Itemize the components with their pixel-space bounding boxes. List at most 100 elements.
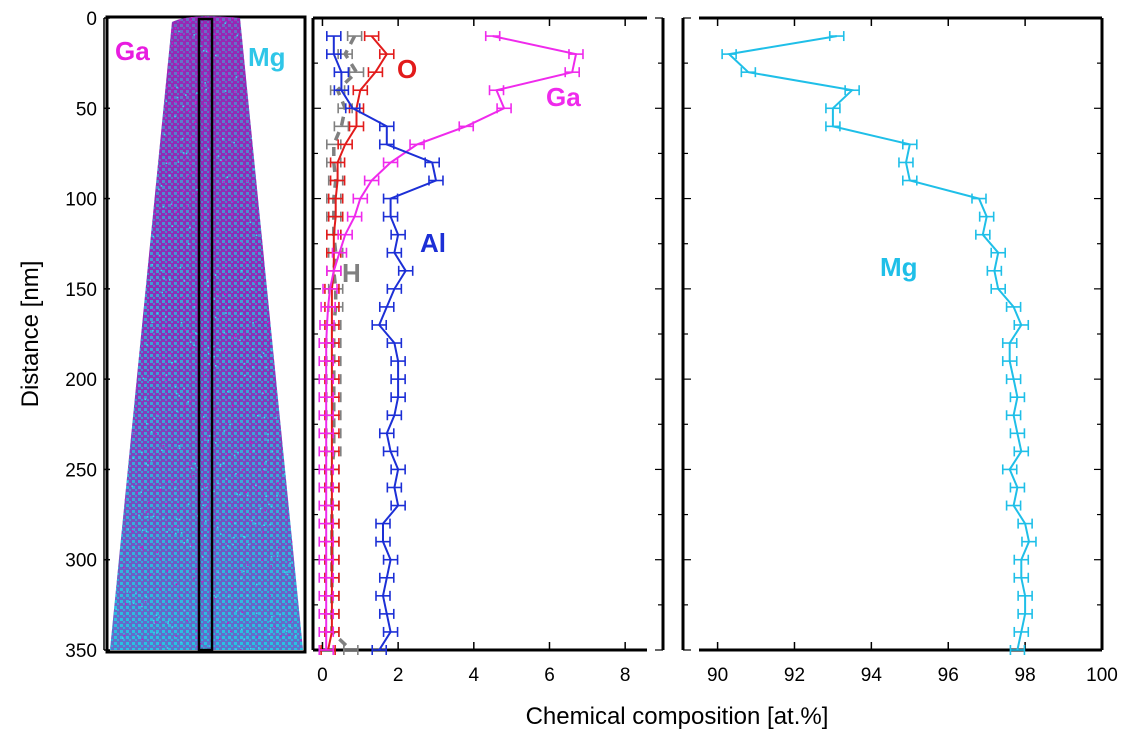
- atom-dot: [217, 155, 220, 157]
- atom-dot: [213, 355, 215, 358]
- atom-dot: [152, 515, 155, 518]
- atom-dot: [296, 649, 299, 650]
- atom-dot: [205, 88, 207, 91]
- atom-dot: [236, 34, 239, 37]
- atom-dot: [267, 433, 269, 435]
- atom-dot: [162, 517, 164, 520]
- atom-dot: [178, 447, 181, 450]
- x-right-tick-label: 98: [1015, 665, 1036, 686]
- atom-dot: [180, 532, 183, 534]
- atom-dot: [189, 226, 191, 229]
- atom-dot: [174, 27, 177, 30]
- atom-dot: [170, 238, 173, 240]
- atom-dot: [152, 235, 155, 238]
- atom-dot: [126, 481, 128, 483]
- atom-dot: [224, 90, 227, 92]
- atom-dot: [184, 303, 186, 306]
- atom-dot: [285, 516, 287, 518]
- atom-dot: [238, 645, 241, 648]
- atom-dot: [227, 545, 229, 547]
- atom-dot: [146, 516, 149, 518]
- atom-dot: [209, 435, 211, 437]
- atom-dot: [191, 347, 194, 349]
- atom-dot: [220, 328, 222, 331]
- atom-dot: [215, 596, 217, 598]
- atom-dot: [262, 392, 264, 394]
- atom-dot: [247, 514, 249, 516]
- atom-dot: [255, 234, 258, 237]
- atom-dot: [219, 229, 221, 232]
- atom-dot: [247, 564, 249, 566]
- atom-dot: [184, 329, 187, 331]
- atom-dot: [217, 482, 219, 485]
- atom-dot: [171, 626, 174, 628]
- atom-dot: [159, 644, 161, 647]
- atom-dot: [171, 30, 173, 32]
- atom-dot: [255, 612, 258, 615]
- atom-dot: [196, 466, 199, 469]
- atom-dot: [171, 204, 174, 206]
- atom-dot: [152, 308, 154, 311]
- atom-dot: [253, 168, 255, 171]
- series-mg: [721, 31, 1037, 655]
- atom-dot: [286, 573, 289, 576]
- atom-dot: [166, 201, 168, 203]
- atom-dot: [267, 439, 269, 441]
- atom-dot: [222, 137, 224, 140]
- x-axis-title: Chemical composition [at.%]: [526, 703, 829, 730]
- atom-dot: [231, 337, 234, 339]
- atom-dot: [135, 655, 137, 657]
- atom-dot: [158, 374, 161, 376]
- atom-dot: [229, 423, 231, 426]
- atom-dot: [147, 464, 149, 466]
- series-label-ga: Ga: [546, 82, 581, 112]
- atom-dot: [273, 625, 276, 628]
- atom-dot: [231, 404, 234, 407]
- atom-dot: [194, 102, 197, 105]
- atom-dot: [194, 462, 196, 465]
- atom-dot: [195, 333, 198, 335]
- atom-dot: [289, 562, 291, 564]
- atom-dot: [177, 529, 179, 531]
- atom-dot: [160, 185, 163, 187]
- series-ga: [318, 31, 584, 655]
- atom-dot: [250, 146, 252, 149]
- atom-dot: [235, 648, 237, 650]
- atom-dot: [271, 450, 274, 453]
- atom-dot: [239, 571, 241, 573]
- atom-dot: [162, 327, 164, 329]
- atom-dot: [195, 171, 198, 173]
- atom-dot: [308, 519, 310, 521]
- atom-dot: [150, 334, 153, 336]
- atom-dot: [237, 71, 239, 74]
- atom-dot: [179, 33, 182, 36]
- atom-dot: [159, 490, 161, 492]
- atom-label-ga: Ga: [115, 36, 150, 66]
- atom-dot: [233, 536, 235, 539]
- atom-dot: [230, 309, 233, 311]
- atom-dot: [171, 225, 174, 227]
- atom-dot: [249, 221, 252, 224]
- atom-dot: [193, 34, 195, 36]
- atom-dot: [225, 73, 227, 75]
- atom-dot: [199, 45, 202, 47]
- atom-dot: [185, 152, 188, 155]
- atom-dot: [205, 50, 208, 53]
- atom-dot: [284, 571, 286, 573]
- atom-dot: [240, 577, 242, 580]
- atom-dot: [241, 45, 244, 47]
- atom-dot: [142, 377, 145, 380]
- atom-dot: [205, 438, 208, 440]
- atom-dot: [207, 439, 210, 442]
- atom-dot: [166, 570, 169, 572]
- atom-dot: [142, 529, 144, 531]
- atom-dot: [209, 254, 212, 257]
- atom-dot: [183, 405, 186, 408]
- atom-dot: [229, 32, 232, 35]
- atom-dot: [175, 63, 178, 65]
- atom-dot: [255, 484, 257, 487]
- atom-dot: [167, 620, 170, 623]
- atom-dot: [177, 509, 179, 512]
- atom-dot: [155, 433, 157, 435]
- atom-dot: [132, 526, 135, 529]
